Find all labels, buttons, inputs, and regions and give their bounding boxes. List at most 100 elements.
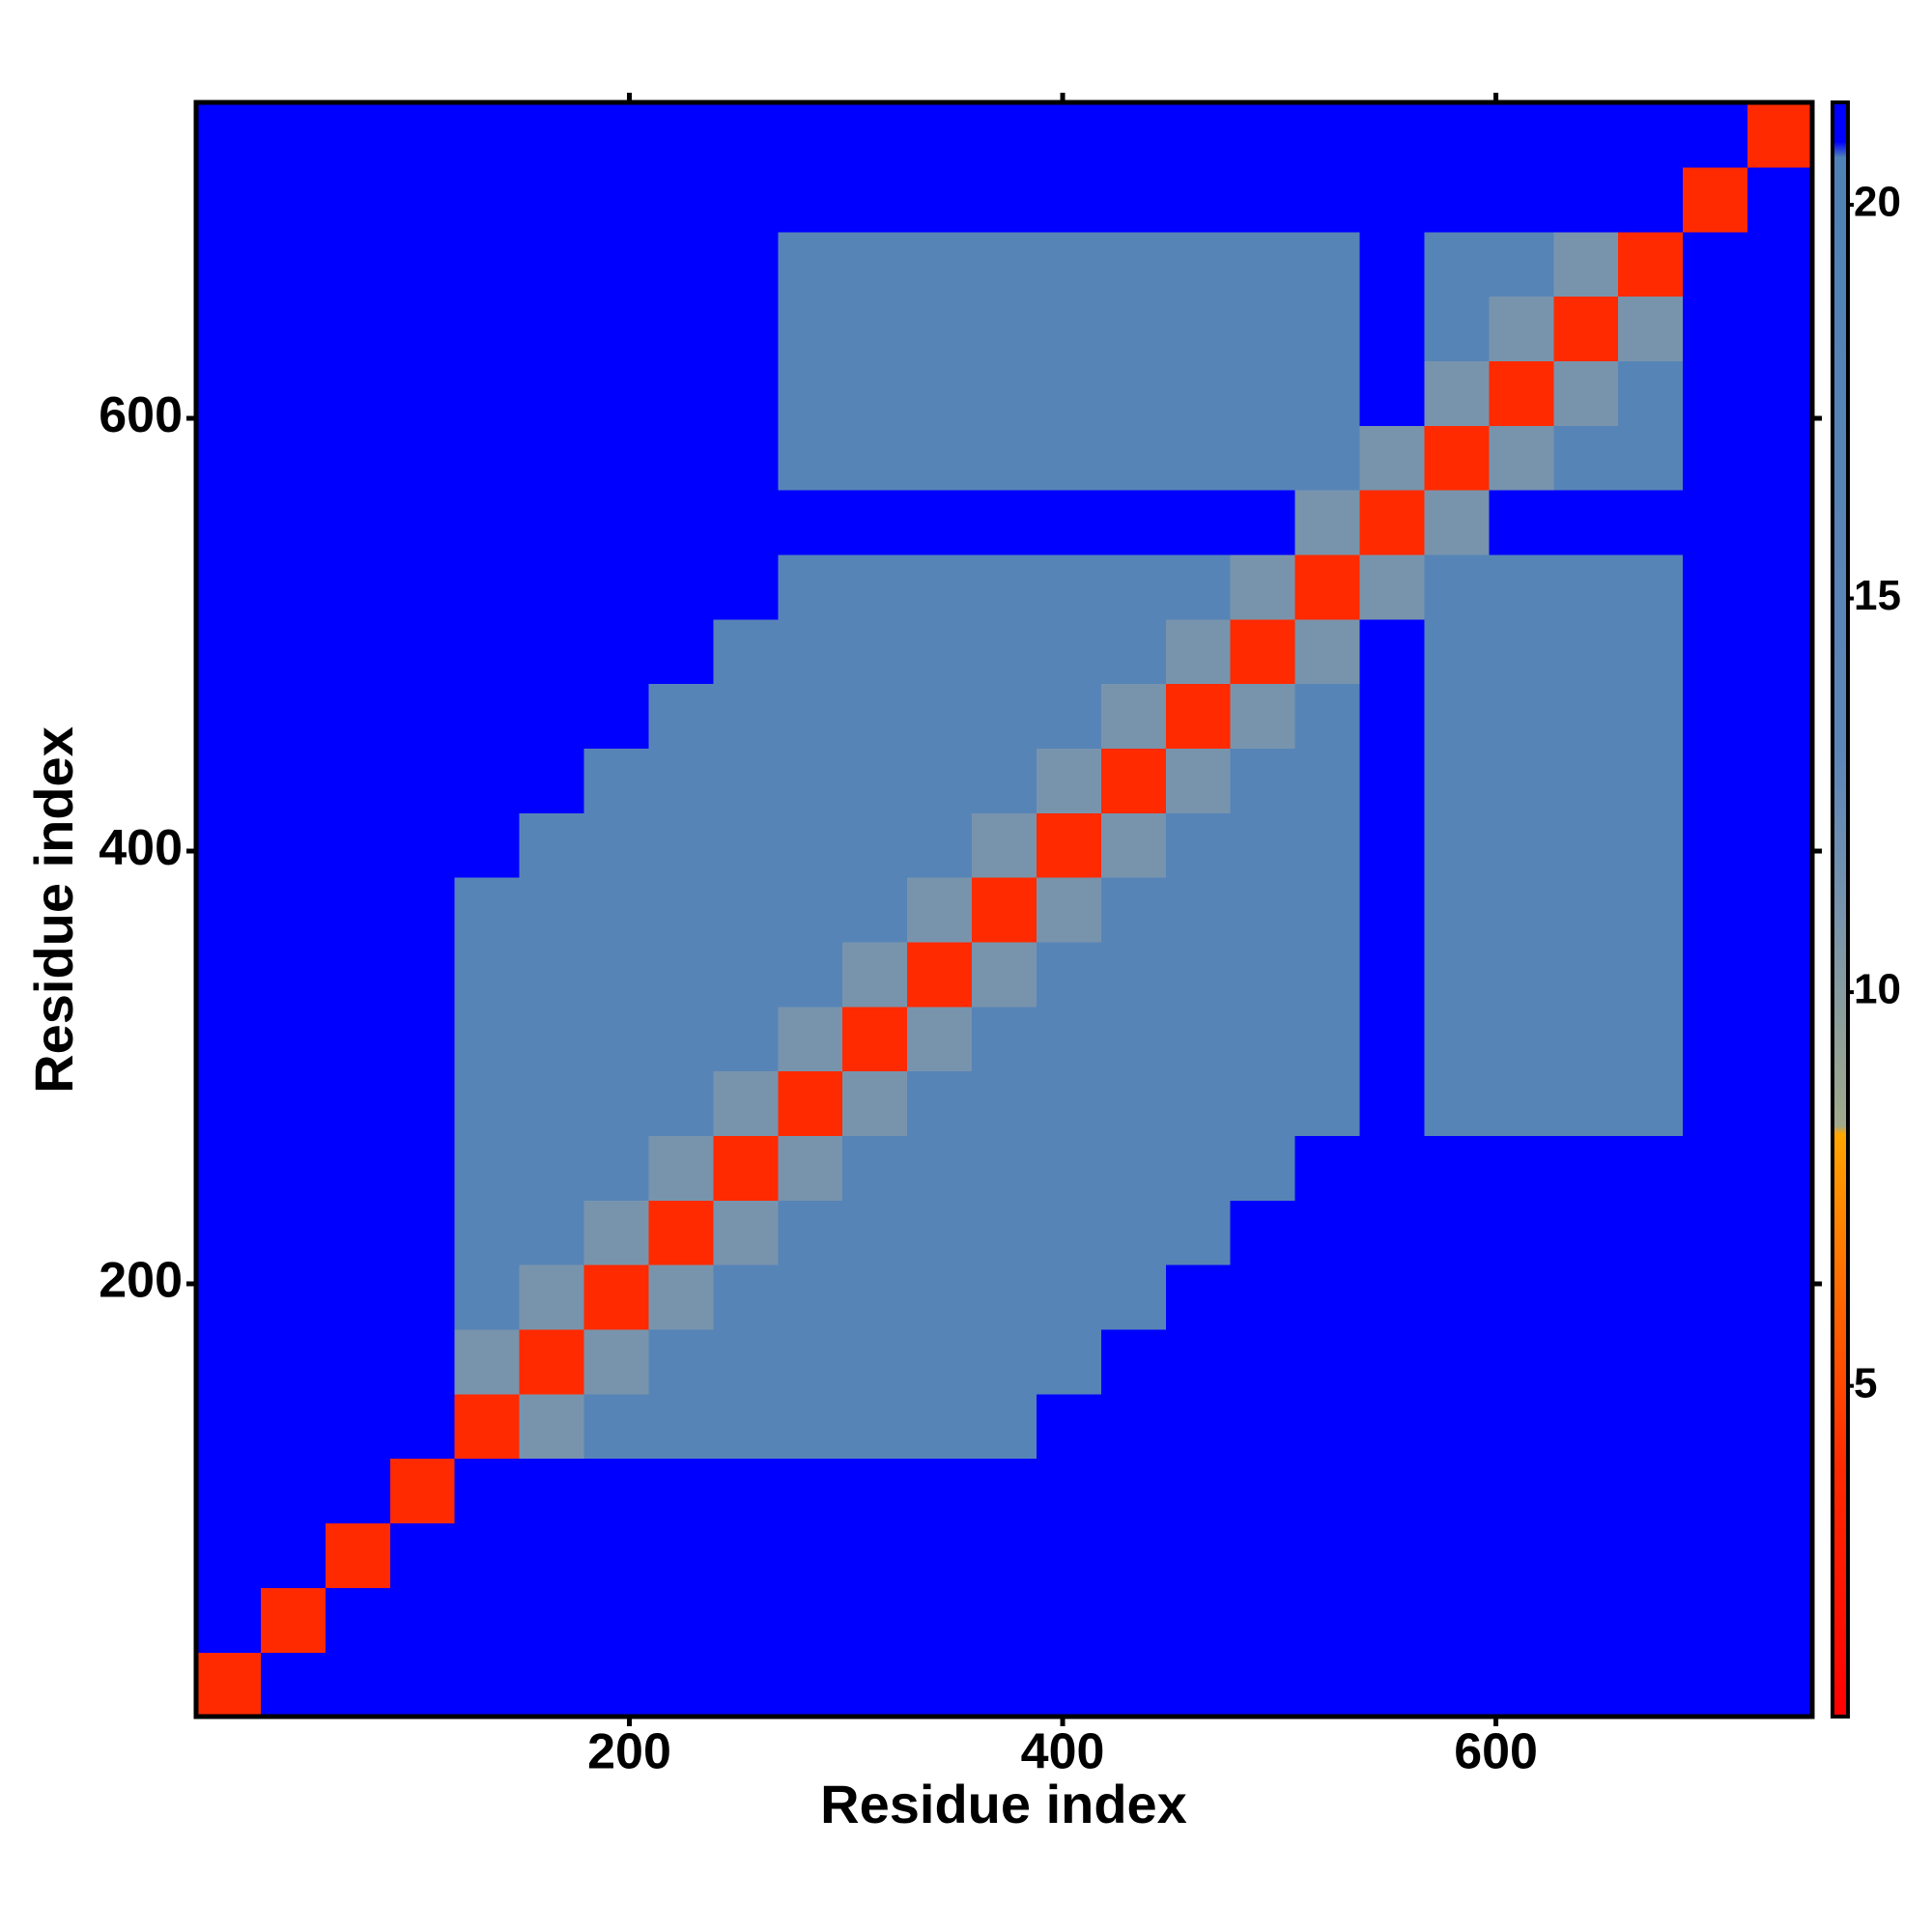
heat-cell — [1553, 1328, 1619, 1395]
heat-cell — [1100, 812, 1167, 878]
heat-cell — [1100, 1070, 1167, 1137]
heat-cell — [1683, 490, 1748, 555]
heat-cell — [583, 812, 650, 878]
heat-cell — [1424, 618, 1490, 685]
heat-cell — [583, 1393, 650, 1460]
heat-cell — [389, 1200, 456, 1265]
heat-cell — [1618, 490, 1684, 555]
heat-cell — [325, 812, 391, 878]
heat-cell — [1683, 360, 1748, 426]
heat-cell — [1747, 296, 1813, 361]
heat-cell — [260, 1006, 327, 1072]
heat-cell — [389, 490, 456, 555]
heat-cell — [1359, 683, 1426, 749]
heat-cell — [1424, 1587, 1490, 1653]
heat-cell — [1618, 1264, 1684, 1330]
heat-cell — [713, 296, 779, 361]
heat-cell — [972, 231, 1037, 298]
heat-cell — [260, 425, 327, 491]
heat-cell — [519, 296, 585, 361]
heat-cell — [1553, 360, 1619, 426]
heat-cell — [583, 231, 650, 298]
heat-cell — [1100, 1652, 1167, 1718]
heat-cell — [1747, 683, 1813, 749]
heat-cell — [519, 554, 585, 620]
heat-cell — [389, 1458, 456, 1524]
heat-cell — [648, 1264, 714, 1330]
heat-cell — [842, 683, 908, 749]
heat-cell — [1553, 1135, 1619, 1201]
heat-cell — [648, 1200, 714, 1265]
heat-cell — [1359, 102, 1426, 168]
heat-cell — [260, 1587, 327, 1653]
heat-cell — [1100, 1522, 1167, 1588]
heat-cell — [325, 231, 391, 298]
heat-cell — [1424, 877, 1490, 943]
heat-cell — [1683, 1393, 1748, 1460]
heat-cell — [1424, 360, 1490, 426]
heat-cell — [196, 102, 262, 168]
heat-cell — [1747, 1393, 1813, 1460]
heat-cell — [907, 748, 973, 813]
heat-cell — [519, 1393, 585, 1460]
heat-cell — [907, 618, 973, 685]
heat-cell — [713, 1652, 779, 1718]
heat-cell — [1489, 1200, 1554, 1265]
heat-cell — [1747, 425, 1813, 491]
heat-cell — [1165, 1328, 1232, 1395]
heat-cell — [1036, 166, 1102, 233]
heat-cell — [1359, 296, 1426, 361]
heat-cell — [1100, 1135, 1167, 1201]
heat-cell — [1359, 618, 1426, 685]
heat-cell — [325, 1458, 391, 1524]
heat-cell — [1618, 683, 1684, 749]
colorbar-tick-label: 20 — [1854, 179, 1901, 226]
heat-cell — [1294, 1135, 1361, 1201]
heat-cell — [842, 360, 908, 426]
heat-cell — [842, 1264, 908, 1330]
heat-cell — [648, 1522, 714, 1588]
heat-cell — [842, 618, 908, 685]
heat-cell — [1683, 941, 1748, 1008]
heat-cell — [713, 1328, 779, 1395]
heat-cell — [325, 1135, 391, 1201]
heat-cell — [842, 1652, 908, 1718]
heat-cell — [1359, 1006, 1426, 1072]
heat-cell — [1489, 1393, 1554, 1460]
heat-cell — [325, 554, 391, 620]
heat-cell — [1230, 1070, 1296, 1137]
heat-cell — [519, 1264, 585, 1330]
heat-cell — [778, 748, 843, 813]
heat-cell — [1553, 941, 1619, 1008]
heat-cell — [519, 231, 585, 298]
heat-cell — [972, 748, 1037, 813]
heat-cell — [713, 1070, 779, 1137]
heat-cell — [1424, 102, 1490, 168]
heat-cell — [1036, 1522, 1102, 1588]
heat-cell — [1165, 1264, 1232, 1330]
heat-cell — [648, 941, 714, 1008]
heat-cell — [972, 1522, 1037, 1588]
heat-cell — [196, 1522, 262, 1588]
heat-cell — [454, 1522, 521, 1588]
heat-cell — [519, 1458, 585, 1524]
heat-cell — [196, 1006, 262, 1072]
heat-cell — [325, 877, 391, 943]
heat-cell — [583, 1200, 650, 1265]
heat-cell — [1294, 1264, 1361, 1330]
heat-cell — [583, 554, 650, 620]
heat-cell — [454, 554, 521, 620]
heat-cell — [389, 1393, 456, 1460]
heat-cell — [972, 425, 1037, 491]
heat-cell — [972, 102, 1037, 168]
heat-cell — [389, 1070, 456, 1137]
heat-cell — [1036, 554, 1102, 620]
heat-cell — [842, 166, 908, 233]
heat-cell — [842, 748, 908, 813]
heat-cell — [907, 877, 973, 943]
heat-cell — [778, 360, 843, 426]
heat-cell — [519, 877, 585, 943]
heat-cell — [907, 296, 973, 361]
heat-cell — [842, 1522, 908, 1588]
